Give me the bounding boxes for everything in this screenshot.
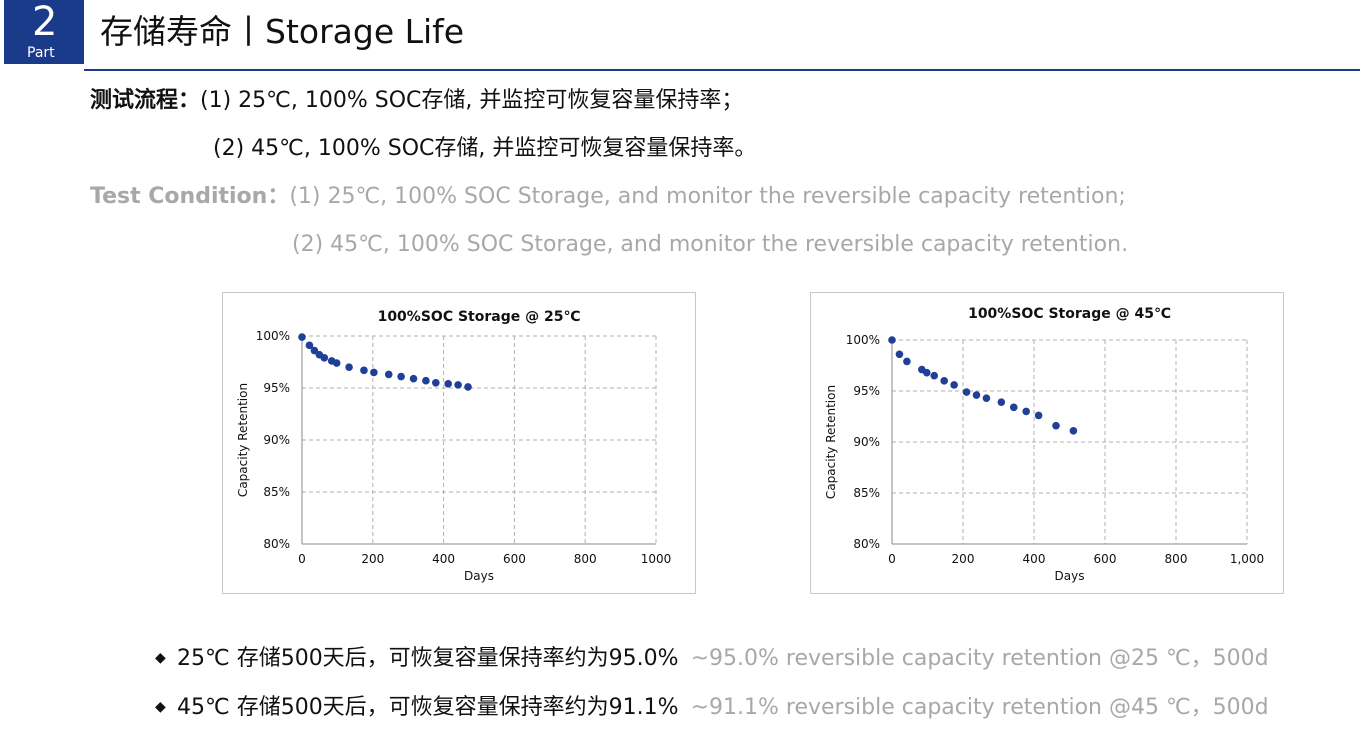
data-point xyxy=(1052,421,1060,430)
y-tick-label: 95% xyxy=(263,381,290,395)
y-axis-label: Capacity Retention xyxy=(236,383,250,497)
chart-title: 100%SOC Storage @ 45℃ xyxy=(968,306,1171,322)
conclusion-25c: ◆ 25℃ 存储500天后，可恢复容量保持率约为95.0% ~95.0% rever… xyxy=(155,643,1269,674)
conclusion-45c-en: ~91.1% reversible capacity retention @45… xyxy=(690,695,1269,720)
chart-45c-plot: 100%SOC Storage @ 45℃ 80% 85% 90% 95% 100% 0 20… xyxy=(824,306,1264,583)
x-tick-label: 0 xyxy=(888,552,896,566)
data-point xyxy=(1069,426,1078,435)
bullet-icon: ◆ xyxy=(155,650,166,666)
x-tick-label: 1000 xyxy=(641,552,672,566)
conclusion-25c-zh: 25℃ 存储500天后，可恢复容量保持率约为95.0% xyxy=(177,646,679,671)
data-point xyxy=(950,381,958,389)
x-tick-label: 1,000 xyxy=(1230,552,1264,566)
x-tick-label: 200 xyxy=(361,552,384,566)
data-point xyxy=(464,383,472,391)
data-point xyxy=(320,354,329,362)
x-tick-label: 600 xyxy=(1094,552,1117,566)
page-title: 存储寿命丨Storage Life xyxy=(100,12,465,51)
part-number: 2 xyxy=(32,0,58,45)
data-point xyxy=(409,374,418,383)
x-tick-label: 0 xyxy=(298,552,306,566)
chart-25c: 100%SOC Storage @ 25℃ 80% 85% 90% 95% 100% 0 20… xyxy=(222,292,696,594)
x-tick-label: 600 xyxy=(503,552,526,566)
x-axis-label: Days xyxy=(464,569,494,583)
data-point xyxy=(997,398,1006,407)
y-tick-label: 95% xyxy=(853,384,880,398)
y-tick-label: 85% xyxy=(263,485,290,499)
procedure-en-step-2: (2) 45℃, 100% SOC Storage, and monitor t… xyxy=(292,232,1129,257)
part-badge: 2 Part xyxy=(4,0,84,64)
data-point xyxy=(384,370,393,379)
procedure-en-label: Test Condition： xyxy=(90,184,290,209)
data-point xyxy=(962,388,971,396)
bullet-icon: ◆ xyxy=(155,699,166,715)
procedure-zh-label: 测试流程： xyxy=(90,88,201,113)
data-point xyxy=(444,380,453,388)
procedure-zh-step-1: (1) 25℃, 100% SOC存储, 并监控可恢复容量保持率； xyxy=(200,88,744,113)
data-point xyxy=(370,368,378,377)
part-label: Part xyxy=(27,45,55,61)
x-tick-label: 400 xyxy=(1023,552,1046,566)
data-point xyxy=(895,350,904,359)
data-point xyxy=(903,357,911,366)
data-point xyxy=(397,372,405,381)
y-tick-label: 100% xyxy=(846,333,880,347)
x-tick-label: 200 xyxy=(952,552,975,566)
y-tick-label: 90% xyxy=(263,433,290,447)
data-point xyxy=(1022,407,1030,416)
conclusion-45c-zh: 45℃ 存储500天后，可恢复容量保持率约为91.1% xyxy=(177,695,679,720)
data-point xyxy=(345,363,353,371)
data-point xyxy=(922,368,931,377)
data-point xyxy=(1009,403,1018,412)
y-tick-label: 85% xyxy=(853,486,880,500)
data-point xyxy=(1034,411,1043,420)
data-point xyxy=(432,379,440,387)
chart-title: 100%SOC Storage @ 25℃ xyxy=(378,309,581,325)
data-point xyxy=(310,346,319,355)
conclusion-25c-en: ~95.0% reversible capacity retention @25… xyxy=(690,646,1269,671)
data-point xyxy=(888,336,896,344)
data-point xyxy=(305,341,314,350)
data-point xyxy=(930,371,939,380)
chart-45c: 100%SOC Storage @ 45℃ 80% 85% 90% 95% 100% 0 20… xyxy=(810,292,1284,594)
title-divider xyxy=(84,69,1360,71)
data-point xyxy=(982,394,991,402)
x-tick-label: 400 xyxy=(432,552,455,566)
conclusion-45c: ◆ 45℃ 存储500天后，可恢复容量保持率约为91.1% ~91.1% rever… xyxy=(155,692,1269,723)
x-axis-label: Days xyxy=(1055,569,1085,583)
data-point xyxy=(972,391,981,399)
y-tick-label: 90% xyxy=(853,435,880,449)
y-tick-label: 100% xyxy=(256,329,290,343)
procedure-en-line-1: Test Condition：(1) 25℃, 100% SOC Storage… xyxy=(90,182,1126,212)
data-point xyxy=(422,376,430,385)
chart-25c-plot: 100%SOC Storage @ 25℃ 80% 85% 90% 95% 100% 0 20… xyxy=(236,309,672,583)
x-tick-label: 800 xyxy=(1165,552,1188,566)
x-tick-label: 800 xyxy=(574,552,597,566)
procedure-zh-step-2: (2) 45℃, 100% SOC存储, 并监控可恢复容量保持率。 xyxy=(213,136,757,161)
data-point xyxy=(454,381,462,389)
data-point xyxy=(360,366,368,375)
y-axis-label: Capacity Retention xyxy=(824,385,838,499)
procedure-en-step-1: (1) 25℃, 100% SOC Storage, and monitor t… xyxy=(289,184,1126,209)
procedure-zh-line-1: 测试流程：(1) 25℃, 100% SOC存储, 并监控可恢复容量保持率； xyxy=(90,86,743,116)
data-point xyxy=(332,359,341,367)
y-tick-label: 80% xyxy=(853,537,880,551)
y-tick-label: 80% xyxy=(263,537,290,551)
data-point xyxy=(298,333,306,341)
data-point xyxy=(940,377,948,385)
